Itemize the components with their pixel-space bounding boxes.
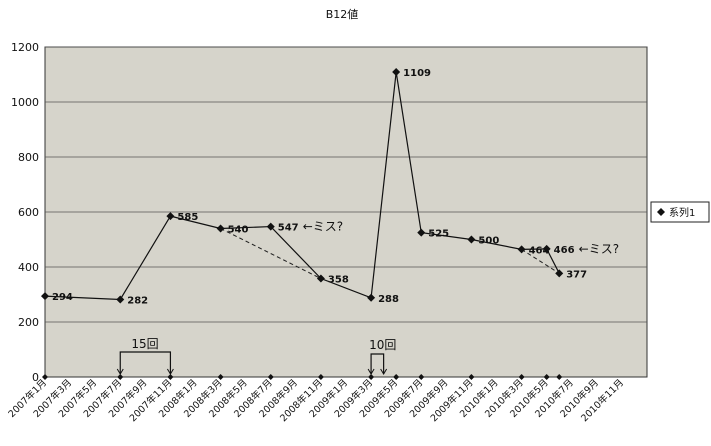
data-labels: 294 282 585 540 547 358 288 1109 525 500 464 466 377 xyxy=(52,68,587,306)
data-point xyxy=(392,68,401,77)
data-label: 377 xyxy=(566,269,587,280)
x-axis-marker xyxy=(368,374,375,380)
count-15-annotation: 15回 xyxy=(131,337,158,351)
miss-annotation: ←ミス? xyxy=(579,242,619,256)
y-tick-label: 1000 xyxy=(11,96,39,109)
data-point xyxy=(517,245,526,254)
x-axis-marker xyxy=(543,374,550,380)
data-point xyxy=(166,212,175,221)
data-point xyxy=(316,274,325,283)
x-axis-marker xyxy=(393,374,400,380)
data-point xyxy=(555,269,564,278)
x-axis-marker xyxy=(468,374,475,380)
x-axis-marker xyxy=(518,374,525,380)
x-axis-marker xyxy=(117,374,124,380)
data-point xyxy=(417,228,426,237)
x-axis-marker xyxy=(556,374,563,380)
chart-title: B12値 xyxy=(326,8,359,21)
x-axis-marker xyxy=(42,374,48,380)
data-point xyxy=(216,224,225,233)
dashed-trend-line xyxy=(521,248,560,274)
y-tick-label: 600 xyxy=(18,206,39,219)
data-label: 464 xyxy=(529,245,550,256)
data-point xyxy=(116,295,125,304)
y-tick-label: 400 xyxy=(18,261,39,274)
y-axis: 0 200 400 600 800 1000 1200 xyxy=(11,41,39,384)
data-point xyxy=(367,293,376,302)
miss-annotation: ←ミス? xyxy=(303,220,343,234)
x-axis-marker xyxy=(317,374,324,380)
dashed-trend-line xyxy=(220,228,322,279)
data-point xyxy=(41,292,49,301)
y-tick-label: 800 xyxy=(18,151,39,164)
y-tick-label: 0 xyxy=(32,371,39,384)
x-axis-marker xyxy=(418,374,425,380)
count-10-annotation: 10回 xyxy=(369,338,396,352)
data-label: 585 xyxy=(177,212,198,223)
bracket-15 xyxy=(119,351,172,374)
x-axis: 2007年1月2007年3月2007年5月2007年7月2007年9月2007年… xyxy=(6,377,626,425)
data-point xyxy=(542,244,551,253)
correction-dashed-lines xyxy=(220,228,560,279)
data-label: 547 xyxy=(278,223,299,234)
arrow-head xyxy=(380,368,388,375)
grid-lines xyxy=(45,46,647,323)
data-label: 288 xyxy=(378,294,399,305)
x-axis-marker xyxy=(217,374,224,380)
x-axis-marker xyxy=(267,374,274,380)
data-label: 294 xyxy=(52,292,73,303)
legend-box xyxy=(650,201,710,223)
handwritten-annotations: ←ミス? ←ミス? 15回 10回 xyxy=(42,220,619,380)
legend-marker xyxy=(657,208,665,216)
x-axis-marker xyxy=(167,374,174,380)
data-point xyxy=(467,235,476,244)
legend: 系列1 xyxy=(650,201,710,223)
bracket-10 xyxy=(370,353,385,374)
data-label: 1109 xyxy=(403,68,431,79)
data-label: 500 xyxy=(478,236,499,247)
arrow-head xyxy=(367,368,375,375)
legend-label: 系列1 xyxy=(669,206,695,219)
data-point xyxy=(266,222,275,231)
y-tick-label: 1200 xyxy=(11,41,39,54)
series-points xyxy=(41,68,564,304)
data-label: 540 xyxy=(228,225,249,236)
data-label: 282 xyxy=(127,295,148,306)
arrow-head xyxy=(166,368,174,375)
data-label: 466 xyxy=(554,245,575,256)
y-tick-label: 200 xyxy=(18,316,39,329)
data-label: 358 xyxy=(328,275,349,286)
data-label: 525 xyxy=(428,229,449,240)
